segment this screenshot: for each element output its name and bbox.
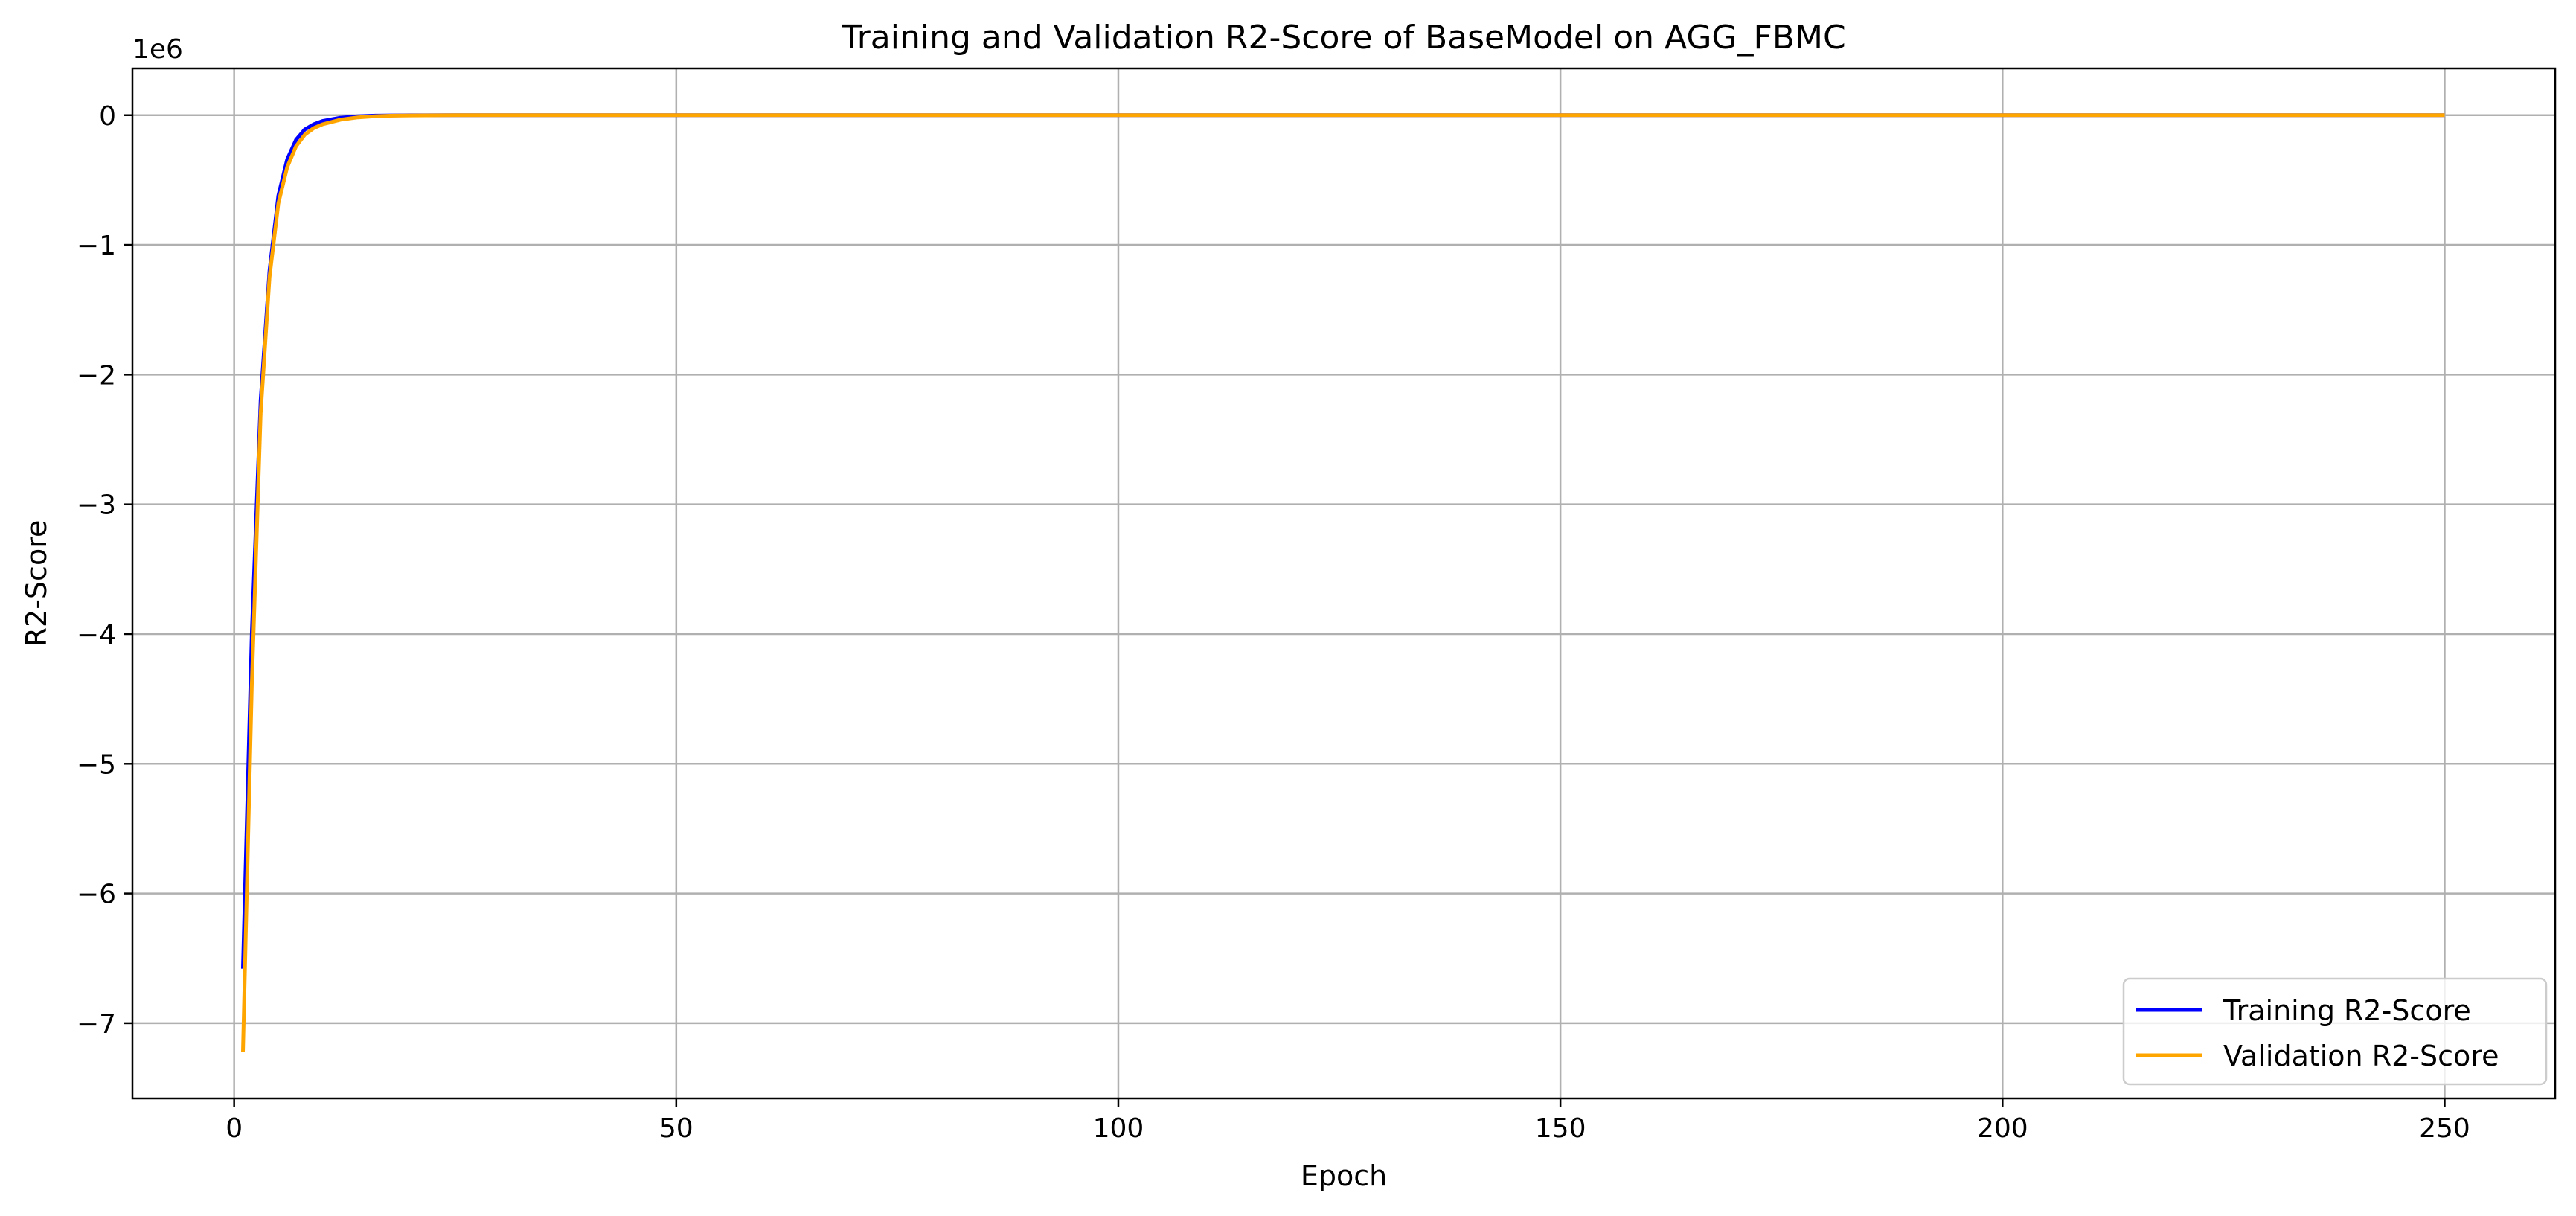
y-tick-label: −5 (77, 749, 116, 780)
x-axis-label: Epoch (1301, 1159, 1387, 1192)
x-tick-label: 100 (1093, 1113, 1144, 1144)
x-tick-label: 50 (659, 1113, 693, 1144)
x-tick-label: 200 (1977, 1113, 2028, 1144)
series-lines (241, 113, 2445, 1052)
legend-label-validation: Validation R2-Score (2223, 1040, 2499, 1072)
validation-r2-line (241, 113, 2445, 1052)
x-tick-label: 0 (225, 1113, 243, 1144)
y-scale-label: 1e6 (132, 34, 183, 65)
plot-frame (131, 67, 2557, 1100)
legend: Training R2-Score Validation R2-Score (2122, 977, 2548, 1086)
y-axis-label: R2-Score (20, 520, 53, 647)
y-tick-label: −6 (77, 880, 116, 910)
legend-box (2122, 977, 2548, 1086)
y-axis-ticks: 0 −1 −2 −3 −4 −5 −6 −7 (77, 101, 132, 1040)
y-tick-label: −3 (77, 490, 116, 521)
y-tick-label: −7 (77, 1009, 116, 1040)
y-tick-label: −2 (77, 360, 116, 391)
x-tick-label: 150 (1535, 1113, 1586, 1144)
x-axis-ticks: 0 50 100 150 200 250 (225, 1098, 2470, 1144)
legend-label-training: Training R2-Score (2223, 994, 2471, 1027)
y-tick-label: 0 (99, 101, 116, 132)
y-tick-label: −4 (77, 620, 116, 650)
x-tick-label: 250 (2419, 1113, 2470, 1144)
chart-title: Training and Validation R2-Score of Base… (841, 19, 1845, 57)
y-tick-label: −1 (77, 231, 116, 261)
